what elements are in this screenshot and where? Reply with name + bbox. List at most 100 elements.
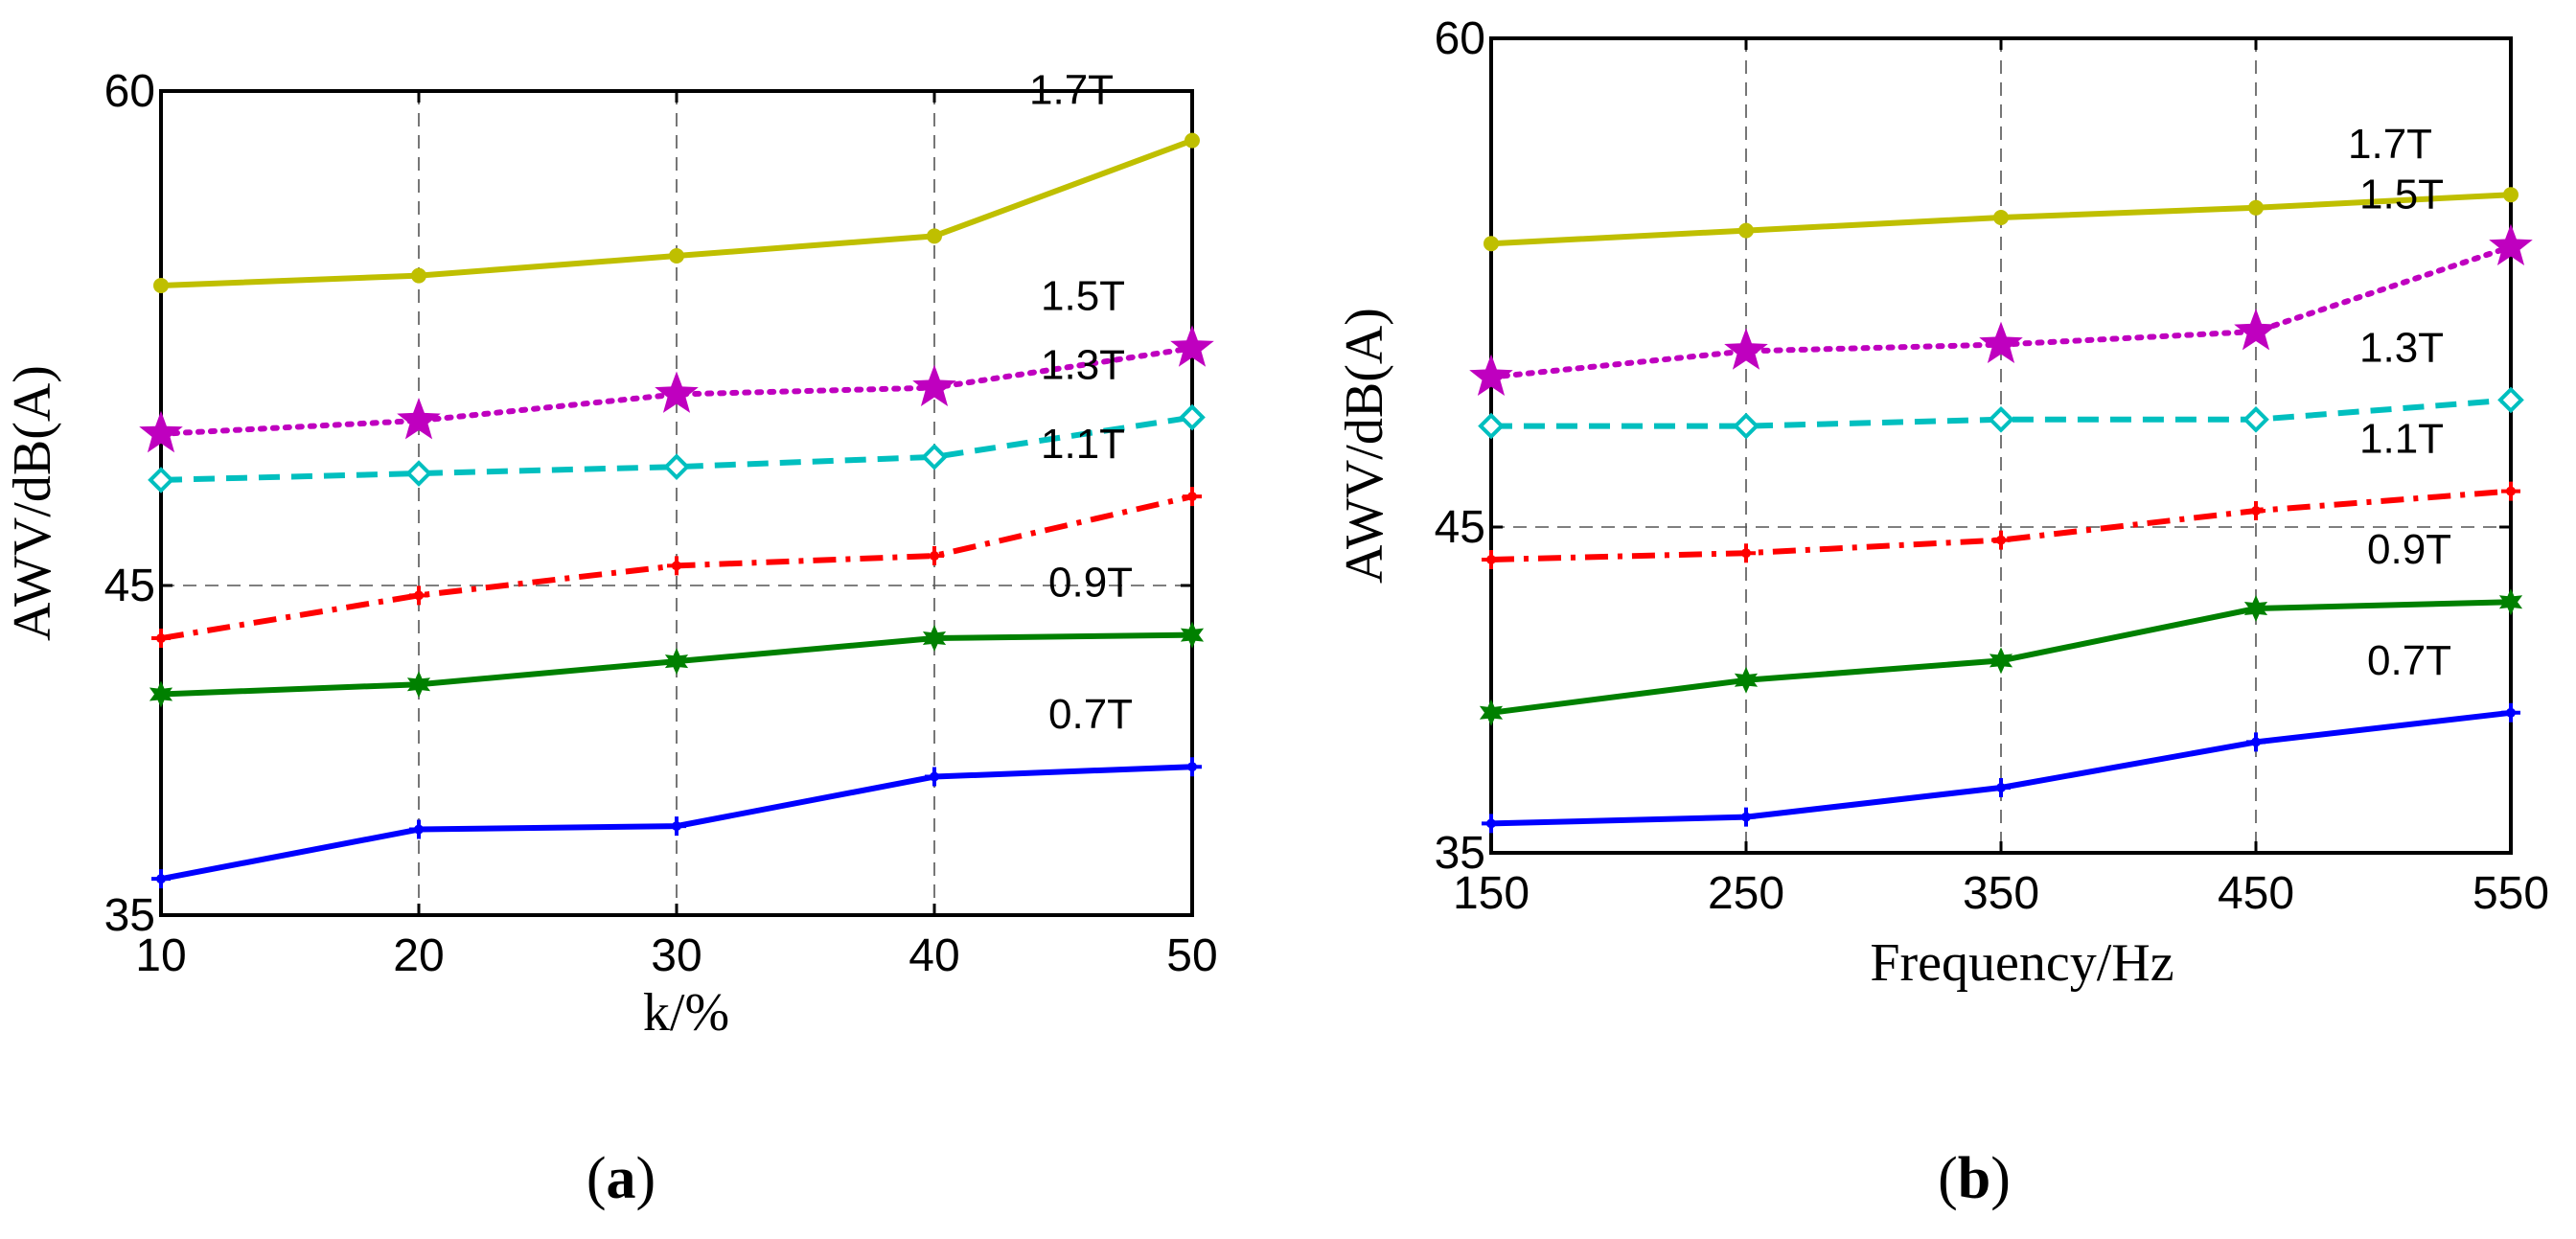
data-point: [1479, 699, 1504, 726]
data-point: [1482, 814, 1501, 834]
series-1-3T: 1.3T: [1478, 324, 2524, 440]
data-point: [2497, 386, 2524, 414]
series-label: 0.7T: [1048, 691, 1133, 738]
data-point: [411, 267, 426, 284]
data-point: [1736, 807, 1756, 827]
data-point: [922, 625, 947, 652]
series-line: [1491, 397, 2512, 429]
data-point: [655, 371, 699, 413]
series-line: [1490, 488, 2512, 562]
x-tick-label: 30: [651, 930, 702, 981]
series-label: 1.3T: [1041, 342, 1125, 389]
y-axis-title: AWV/dB(A): [1335, 308, 1394, 584]
data-point: [409, 585, 428, 606]
data-point: [1184, 132, 1200, 149]
x-tick-label: 10: [135, 930, 186, 981]
data-point: [1183, 487, 1202, 507]
data-point: [409, 819, 428, 839]
series-1-1T: 1.1T: [151, 421, 1202, 649]
data-point: [2503, 187, 2518, 203]
x-tick-label: 550: [2472, 868, 2549, 919]
data-point: [2501, 481, 2520, 501]
data-point: [1989, 647, 2013, 675]
series-label: 0.9T: [2367, 526, 2451, 573]
data-point: [663, 453, 690, 480]
data-point: [1180, 621, 1205, 649]
x-tick-label: 40: [908, 930, 959, 981]
x-tick-label: 20: [393, 930, 444, 981]
data-point: [2248, 199, 2264, 216]
series-label: 0.7T: [2367, 637, 2451, 684]
y-axis-title: AWV/dB(A): [3, 365, 62, 641]
data-point: [2489, 223, 2533, 265]
data-point: [2242, 405, 2269, 433]
grid-lines: [1491, 38, 2511, 853]
data-point: [667, 816, 686, 837]
data-point: [153, 277, 169, 293]
data-point: [1736, 543, 1756, 563]
data-point: [151, 629, 171, 649]
x-axis-title: Frequency/Hz: [1870, 933, 2174, 993]
x-tick-label: 150: [1453, 868, 1530, 919]
series-1-5T: 1.5T: [1469, 172, 2533, 396]
data-point: [148, 467, 174, 493]
data-point: [1988, 405, 2014, 433]
data-point: [2501, 702, 2520, 723]
data-point: [405, 460, 432, 487]
series-1-7T: 1.7T: [1484, 121, 2518, 252]
series-0-9T: 0.9T: [1479, 526, 2523, 726]
grid-lines: [161, 91, 1192, 915]
x-tick-label: 450: [2218, 868, 2294, 919]
y-tick-label: 35: [1435, 828, 1485, 879]
series-1-5T: 1.5T: [139, 272, 1214, 453]
panel-label: (a): [586, 1146, 656, 1211]
series-1-3T: 1.3T: [148, 342, 1206, 493]
data-point: [925, 767, 944, 787]
data-point: [1482, 550, 1501, 569]
y-tick-label: 60: [104, 66, 155, 117]
data-point: [927, 228, 942, 244]
panel-label: (b): [1938, 1146, 2011, 1211]
data-point: [925, 546, 944, 566]
data-point: [1484, 236, 1499, 252]
series-label: 1.7T: [2348, 121, 2432, 168]
data-point: [397, 398, 441, 440]
series-label: 0.9T: [1048, 560, 1133, 607]
y-tick-label: 60: [1435, 13, 1485, 64]
data-point: [912, 364, 956, 406]
y-tick-label: 45: [104, 561, 155, 611]
data-point: [2234, 309, 2278, 351]
series-line: [160, 414, 1193, 483]
y-tick-label: 45: [1435, 502, 1485, 553]
data-point: [1724, 328, 1768, 370]
data-point: [1993, 210, 2009, 225]
data-point: [149, 680, 173, 708]
data-point: [669, 248, 684, 264]
y-tick-label: 35: [104, 890, 155, 941]
data-point: [2243, 595, 2268, 622]
series-label: 1.1T: [1041, 421, 1125, 468]
x-tick-label: 350: [1963, 868, 2039, 919]
series-0-9T: 0.9T: [149, 560, 1205, 708]
data-point: [1733, 412, 1760, 440]
data-point: [1734, 666, 1759, 694]
series-label: 1.3T: [2359, 324, 2444, 371]
data-point: [406, 671, 431, 699]
series-1-1T: 1.1T: [1482, 416, 2520, 569]
data-point: [139, 410, 183, 453]
series-0-7T: 0.7T: [151, 691, 1202, 889]
series-label: 1.5T: [2359, 172, 2444, 218]
series-1-7T: 1.7T: [153, 67, 1200, 293]
data-point: [1179, 403, 1206, 431]
data-point: [1991, 778, 2011, 797]
data-point: [1738, 222, 1754, 239]
data-point: [667, 556, 686, 576]
data-point: [1170, 325, 1214, 367]
series-label: 1.1T: [2359, 416, 2444, 463]
panel-a-chart: 10 20 30 40 50 35 45 60 k/% AWV/dB(A) 1.7T 1.5T 1.3T…: [3, 66, 1218, 1211]
series-label: 1.7T: [1029, 67, 1114, 114]
x-tick-label: 250: [1708, 868, 1784, 919]
data-point: [151, 869, 171, 889]
series-0-7T: 0.7T: [1482, 637, 2520, 834]
